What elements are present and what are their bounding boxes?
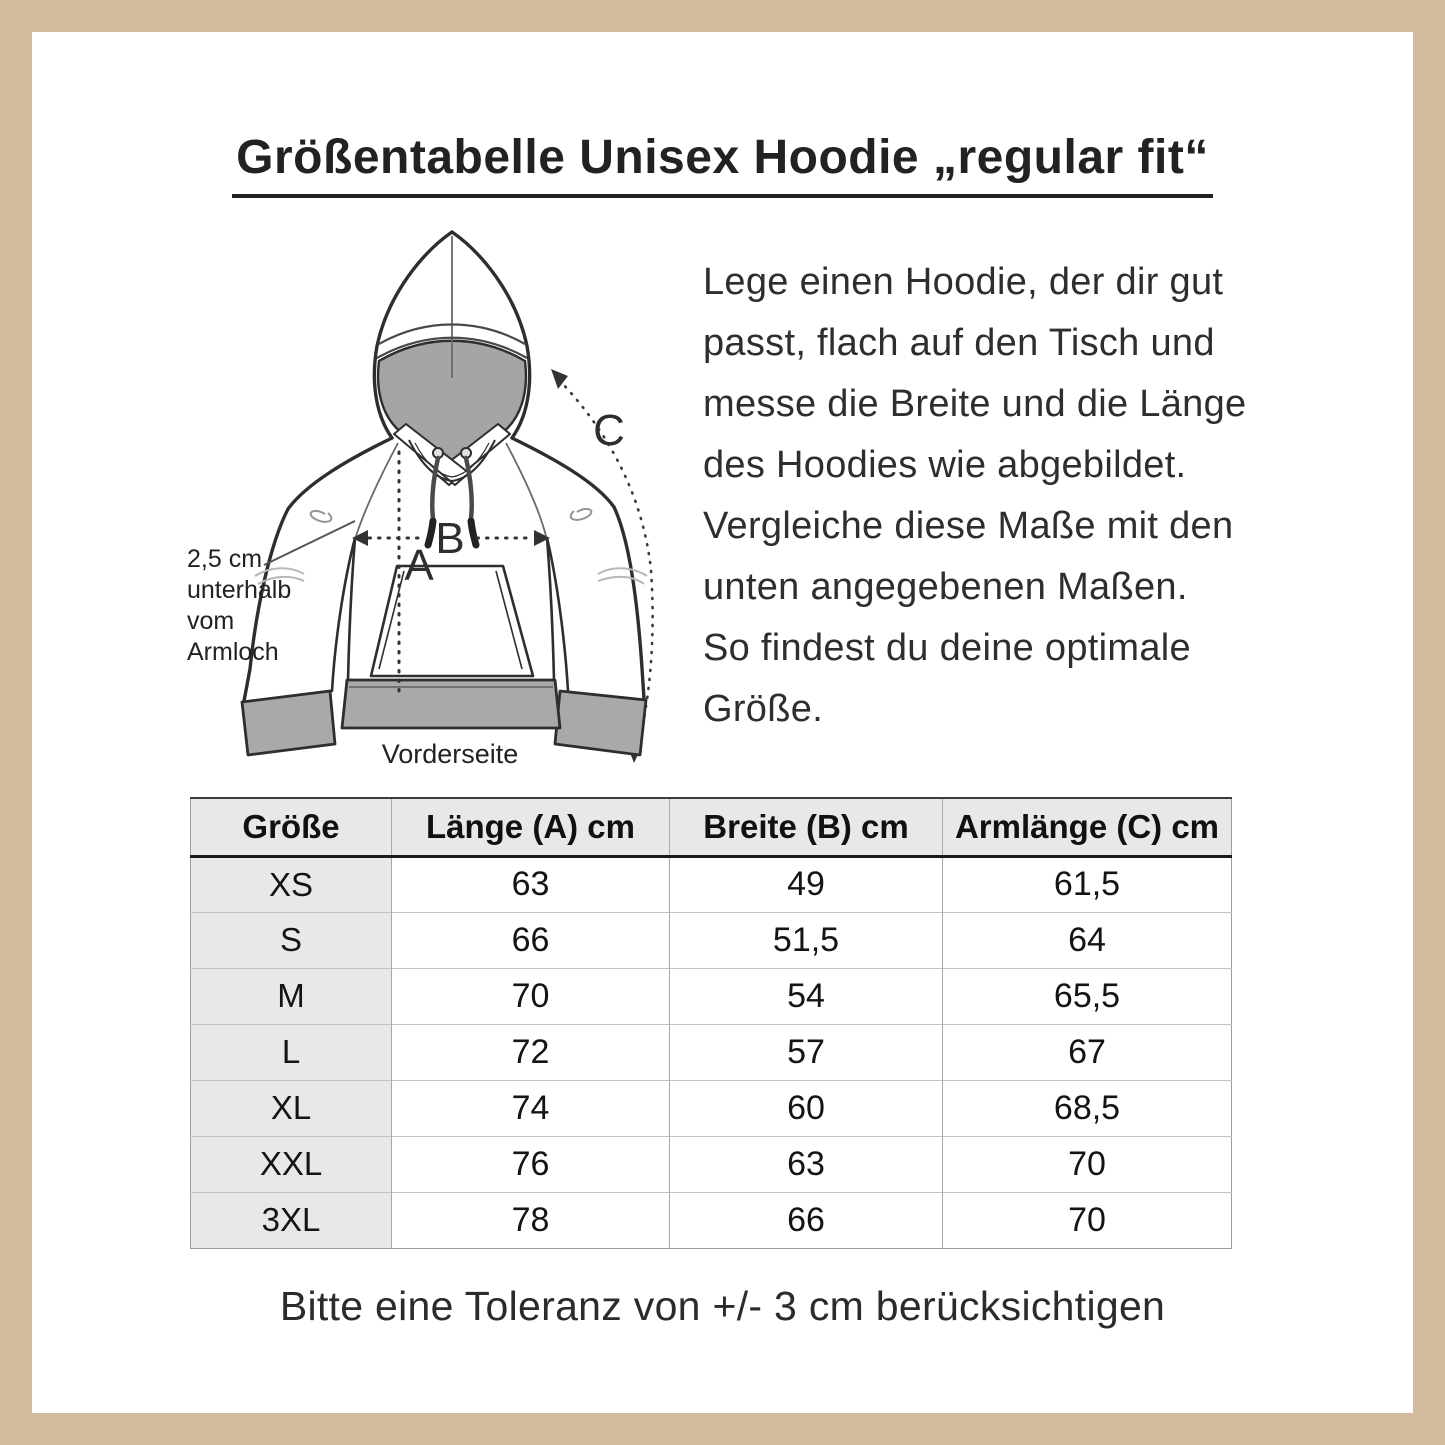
size-table-body: XS 63 49 61,5 S 66 51,5 64 M 70 54 65,5 L 72 57 67 XL 74 6… [190,856,1232,1248]
measurement-cell: 72 [391,1023,670,1080]
measurement-cell: 70 [391,967,670,1024]
size-table: Größe Länge (A) cm Breite (B) cm Armläng… [190,797,1232,1249]
measurement-cell: 60 [669,1079,943,1136]
measurement-cell: 68,5 [942,1079,1232,1136]
size-cell: L [190,1023,392,1080]
measurement-cell: 70 [942,1191,1232,1248]
size-cell: XL [190,1079,392,1136]
measurement-cell: 61,5 [942,856,1232,912]
column-header-width: Breite (B) cm [669,798,943,858]
front-side-caption: Vorderseite [381,739,519,769]
page-title: Größentabelle Unisex Hoodie „regular fit… [232,130,1213,198]
table-row: XL 74 60 68,5 [190,1079,1232,1136]
armhole-annotation: 2,5 cm unterhalb vom Armloch [187,545,292,666]
size-table-wrap: Größe Länge (A) cm Breite (B) cm Armläng… [190,797,1232,1249]
size-cell: 3XL [190,1191,392,1248]
title-row: Größentabelle Unisex Hoodie „regular fit… [0,130,1445,198]
measurement-cell: 67 [942,1023,1232,1080]
measurement-cell: 57 [669,1023,943,1080]
measurement-cell: 74 [391,1079,670,1136]
column-header-length: Länge (A) cm [391,798,670,858]
table-row: XS 63 49 61,5 [190,856,1232,912]
measurement-cell: 49 [669,856,943,912]
table-row: M 70 54 65,5 [190,967,1232,1024]
hoodie-illustration: A B C 2,5 cm unterhalb vom Armloch Vorde… [185,228,665,776]
size-cell: XS [190,856,392,912]
tolerance-note: Bitte eine Toleranz von +/- 3 cm berücks… [279,1283,1166,1329]
table-row: S 66 51,5 64 [190,911,1232,968]
measurement-cell: 66 [391,911,670,968]
measurement-cell: 78 [391,1191,670,1248]
table-row: XXL 76 63 70 [190,1135,1232,1192]
measurement-cell: 65,5 [942,967,1232,1024]
measure-label-b: B [435,514,464,563]
table-row: L 72 57 67 [190,1023,1232,1080]
table-row: 3XL 78 66 70 [190,1191,1232,1248]
measurement-cell: 63 [391,856,670,912]
column-header-size: Größe [190,798,392,858]
column-header-sleeve: Armlänge (C) cm [942,798,1232,858]
measure-label-a: A [404,541,434,590]
measurement-cell: 54 [669,967,943,1024]
size-cell: XXL [190,1135,392,1192]
measurement-cell: 51,5 [669,911,943,968]
measurement-cell: 64 [942,911,1232,968]
size-cell: M [190,967,392,1024]
measurement-cell: 70 [942,1135,1232,1192]
measurement-cell: 63 [669,1135,943,1192]
measurement-cell: 76 [391,1135,670,1192]
measurement-cell: 66 [669,1191,943,1248]
table-header-row: Größe Länge (A) cm Breite (B) cm Armläng… [190,798,1232,858]
measuring-instructions: Lege einen Hoodie, der dir gut passt, fl… [703,261,1247,730]
size-cell: S [190,911,392,968]
hoodie-diagram: A B C [240,230,654,763]
measure-label-c: C [593,406,625,455]
